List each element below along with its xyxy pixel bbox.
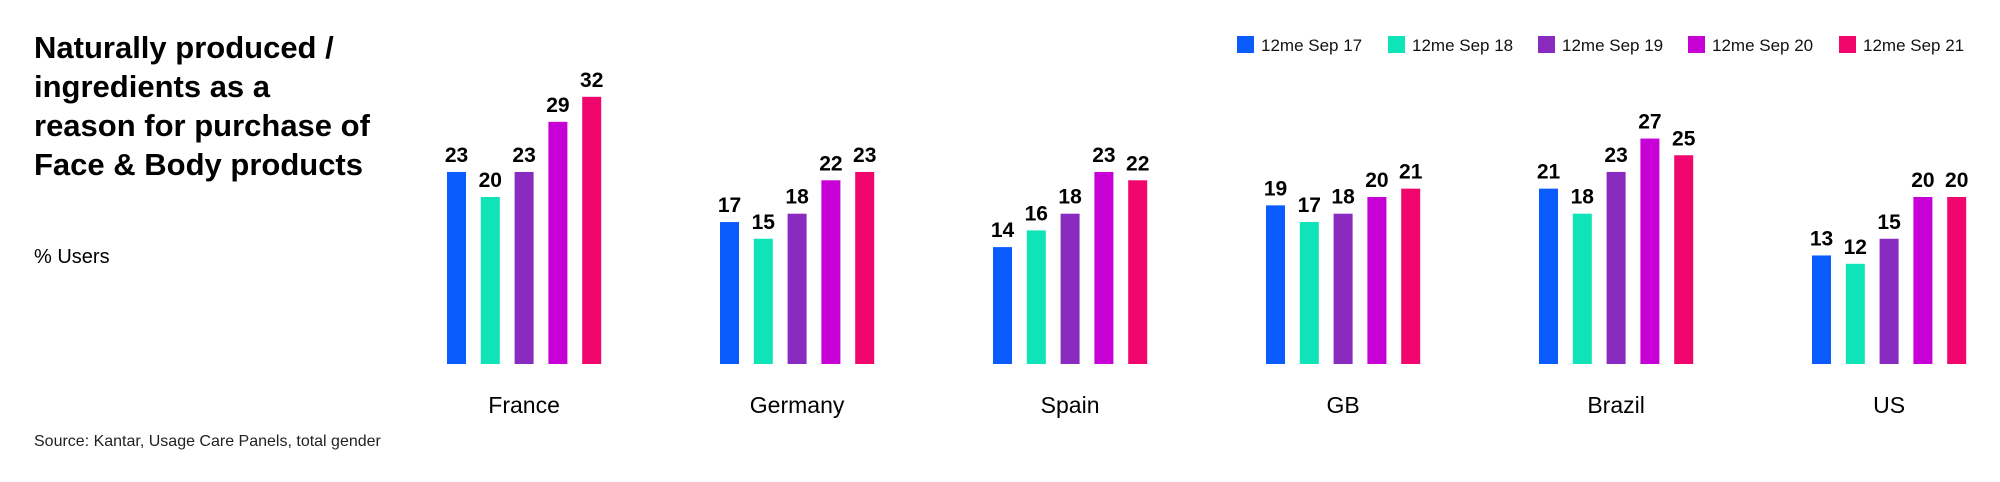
bar-value-label: 21 — [1399, 161, 1423, 184]
bar-value-label: 20 — [1365, 169, 1388, 192]
bar-france-3 — [514, 171, 534, 364]
bar-france-5 — [582, 96, 602, 365]
bar-us-2 — [1845, 263, 1865, 364]
bar-germany-3 — [787, 213, 807, 364]
bar-germany-5 — [855, 171, 875, 364]
bar-germany-2 — [753, 238, 773, 364]
bar-spain-3 — [1060, 213, 1080, 364]
bar-value-label: 13 — [1810, 227, 1833, 250]
bar-france-1 — [447, 171, 466, 364]
bar-value-label: 20 — [1911, 169, 1934, 192]
legend-swatch-4 — [1688, 36, 1705, 53]
bar-value-label: 19 — [1264, 177, 1287, 200]
bar-france-2 — [480, 197, 500, 364]
category-label-gb: GB — [1326, 392, 1359, 418]
bar-gb-1 — [1266, 205, 1285, 364]
bar-value-label: 17 — [1298, 194, 1321, 217]
bar-spain-2 — [1026, 230, 1046, 364]
bar-value-label: 18 — [1571, 186, 1595, 209]
legend-swatch-5 — [1839, 36, 1856, 53]
bar-gb-5 — [1401, 188, 1421, 364]
legend-swatch-1 — [1237, 36, 1254, 53]
bar-value-label: 18 — [1331, 186, 1355, 209]
bar-us-5 — [1947, 197, 1967, 364]
bar-spain-5 — [1128, 180, 1148, 364]
bar-value-label: 32 — [580, 69, 603, 92]
legend: 12me Sep 17 12me Sep 18 12me Sep 19 12me Se… — [1237, 36, 1964, 55]
bar-value-label: 23 — [512, 144, 535, 167]
legend-label-1: 12me Sep 17 — [1261, 36, 1362, 55]
bar-spain-4 — [1094, 171, 1114, 364]
bar-france-4 — [548, 121, 568, 364]
legend-label-5: 12me Sep 21 — [1863, 36, 1964, 55]
category-label-us: US — [1873, 392, 1905, 418]
chart-subtitle: % Users — [34, 246, 110, 268]
bar-value-label: 21 — [1537, 161, 1561, 184]
bar-value-label: 23 — [1092, 144, 1115, 167]
bar-value-label: 18 — [1058, 186, 1082, 209]
bar-value-label: 22 — [1126, 152, 1149, 175]
category-label-brazil: Brazil — [1587, 392, 1645, 418]
bar-brazil-4 — [1640, 138, 1660, 364]
category-label-germany: Germany — [750, 392, 845, 418]
chart-title: Naturally produced / ingredients as a re… — [34, 30, 370, 182]
source-note: Source: Kantar, Usage Care Panels, total… — [34, 433, 381, 450]
legend-label-2: 12me Sep 18 — [1412, 36, 1513, 55]
bar-value-label: 20 — [479, 169, 502, 192]
category-label-france: France — [488, 392, 560, 418]
bar-gb-4 — [1367, 197, 1387, 364]
bar-germany-4 — [821, 180, 841, 364]
legend-label-3: 12me Sep 19 — [1562, 36, 1663, 55]
bar-value-label: 22 — [819, 152, 842, 175]
bar-us-1 — [1812, 255, 1831, 364]
bar-value-label: 29 — [546, 94, 569, 117]
bar-gb-3 — [1333, 213, 1353, 364]
bar-value-label: 23 — [1604, 144, 1627, 167]
bars-group: 23 20 23 29 32 17 15 18 22 23 14 16 18 23 22 19 17 18 20 21… — [445, 69, 1968, 365]
legend-swatch-3 — [1538, 36, 1555, 53]
category-labels: France Germany Spain GB Brazil US — [488, 392, 1905, 418]
bar-value-label: 15 — [1877, 211, 1901, 234]
bar-value-label: 27 — [1638, 111, 1661, 134]
bar-gb-2 — [1299, 222, 1319, 364]
bar-value-label: 25 — [1672, 127, 1696, 150]
bar-brazil-2 — [1572, 213, 1592, 364]
legend-label-4: 12me Sep 20 — [1712, 36, 1813, 55]
bar-value-label: 23 — [445, 144, 468, 167]
bar-brazil-3 — [1606, 171, 1626, 364]
bar-value-label: 12 — [1844, 236, 1867, 259]
bar-brazil-5 — [1674, 155, 1694, 364]
bar-value-label: 15 — [752, 211, 776, 234]
bar-us-3 — [1879, 238, 1899, 364]
bar-value-label: 23 — [853, 144, 876, 167]
bar-value-label: 16 — [1025, 202, 1048, 225]
bar-value-label: 17 — [718, 194, 741, 217]
legend-swatch-2 — [1388, 36, 1405, 53]
bar-value-label: 20 — [1945, 169, 1968, 192]
bar-spain-1 — [993, 247, 1012, 364]
bar-us-4 — [1913, 197, 1933, 364]
category-label-spain: Spain — [1041, 392, 1100, 418]
bar-brazil-1 — [1539, 188, 1558, 364]
bar-value-label: 18 — [785, 186, 809, 209]
bar-value-label: 14 — [991, 219, 1015, 242]
bar-germany-1 — [720, 222, 739, 364]
